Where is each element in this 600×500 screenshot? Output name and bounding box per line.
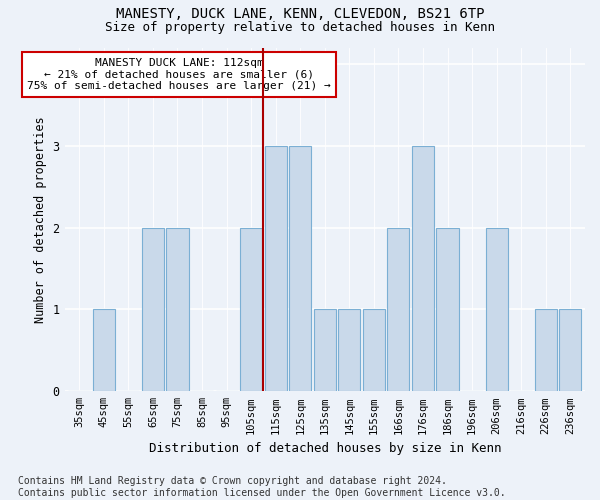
Text: MANESTY, DUCK LANE, KENN, CLEVEDON, BS21 6TP: MANESTY, DUCK LANE, KENN, CLEVEDON, BS21… [116,8,484,22]
Bar [240,228,262,392]
Bar [93,310,115,392]
Bar [289,146,311,392]
Bar [363,310,385,392]
Text: Size of property relative to detached houses in Kenn: Size of property relative to detached ho… [105,21,495,34]
Bar [436,228,458,392]
Text: MANESTY DUCK LANE: 112sqm
← 21% of detached houses are smaller (6)
75% of semi-d: MANESTY DUCK LANE: 112sqm ← 21% of detac… [27,58,331,91]
Bar [412,146,434,392]
Bar [314,310,336,392]
Bar [265,146,287,392]
Bar [485,228,508,392]
Bar [559,310,581,392]
Text: Contains HM Land Registry data © Crown copyright and database right 2024.
Contai: Contains HM Land Registry data © Crown c… [18,476,506,498]
Y-axis label: Number of detached properties: Number of detached properties [34,116,47,322]
Bar [338,310,361,392]
X-axis label: Distribution of detached houses by size in Kenn: Distribution of detached houses by size … [149,442,501,455]
Bar [535,310,557,392]
Bar [142,228,164,392]
Bar [166,228,188,392]
Bar [388,228,409,392]
